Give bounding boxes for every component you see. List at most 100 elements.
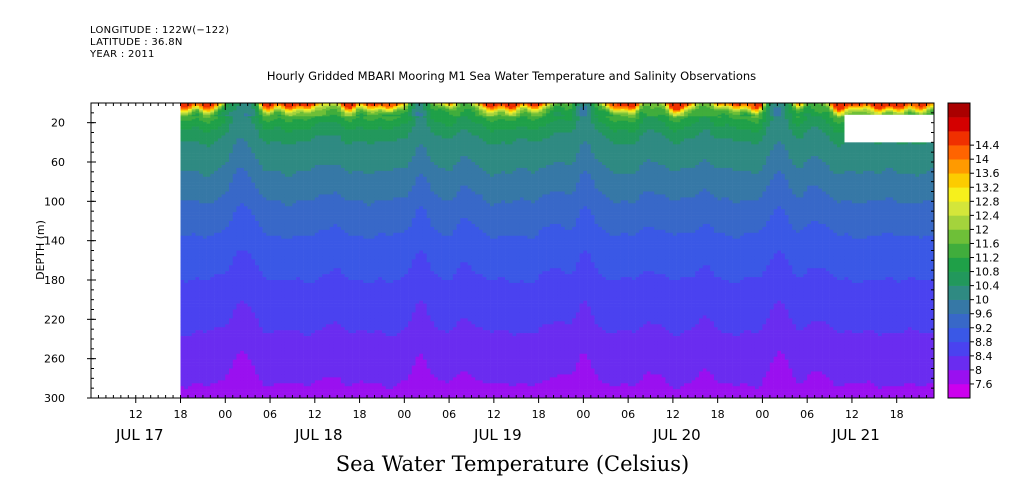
contour-cell: [307, 232, 312, 237]
contour-cell: [229, 274, 234, 278]
contour-cell: [232, 324, 237, 328]
contour-cell: [243, 182, 248, 186]
contour-cell: [191, 350, 196, 355]
contour-cell: [314, 306, 319, 310]
contour-cell: [258, 300, 263, 304]
contour-cell: [262, 150, 267, 154]
contour-cell: [333, 300, 338, 304]
contour-cell: [206, 362, 211, 366]
contour-cell: [348, 153, 353, 157]
contour-cell: [273, 259, 278, 263]
contour-cell: [184, 110, 189, 113]
contour-cell: [337, 244, 342, 248]
contour-cell: [281, 368, 286, 372]
contour-cell: [236, 359, 241, 363]
contour-cell: [187, 164, 193, 169]
contour-cell: [303, 150, 308, 154]
contour-cell: [266, 318, 271, 322]
contour-cell: [180, 341, 185, 346]
contour-cell: [348, 392, 353, 396]
contour-cell: [281, 250, 286, 254]
contour-cell: [214, 209, 219, 213]
contour-cell: [225, 389, 230, 393]
contour-cell: [329, 167, 334, 172]
contour-cell: [232, 135, 237, 139]
contour-cell: [202, 247, 207, 251]
contour-cell: [187, 330, 193, 334]
contour-cell: [206, 119, 211, 121]
contour-cell: [180, 291, 185, 296]
contour-cell: [225, 138, 230, 142]
contour-cell: [273, 141, 278, 145]
contour-cell: [229, 104, 234, 107]
contour-cell: [210, 103, 215, 105]
contour-cell: [191, 176, 196, 180]
contour-cell: [318, 232, 323, 237]
contour-cell: [270, 241, 275, 245]
contour-cell: [329, 300, 334, 304]
contour-cell: [255, 306, 260, 310]
contour-cell: [277, 107, 282, 110]
contour-cell: [247, 197, 252, 201]
contour-cell: [195, 321, 200, 325]
contour-cell: [270, 377, 275, 381]
contour-cell: [277, 259, 282, 263]
contour-cell: [284, 259, 289, 263]
contour-cell: [180, 294, 185, 298]
contour-cell: [229, 176, 234, 180]
contour-cell: [210, 395, 215, 398]
contour-cell: [199, 312, 204, 316]
contour-cell: [318, 179, 323, 183]
contour-cell: [303, 117, 308, 120]
contour-cell: [326, 119, 331, 121]
contour-cell: [214, 356, 219, 360]
contour-cell: [348, 377, 353, 381]
contour-cell: [266, 368, 271, 372]
contour-cell: [202, 321, 207, 325]
contour-cell: [206, 262, 211, 266]
contour-cell: [340, 303, 345, 307]
contour-cell: [232, 265, 237, 269]
contour-cell: [229, 232, 234, 237]
contour-cell: [217, 386, 222, 390]
contour-cell: [243, 107, 248, 110]
contour-cell: [247, 203, 252, 207]
contour-cell: [352, 241, 357, 245]
contour-cell: [199, 226, 204, 231]
contour-cell: [236, 300, 241, 304]
contour-cell: [199, 285, 204, 290]
contour-cell: [273, 344, 278, 349]
contour-cell: [251, 291, 256, 296]
contour-cell: [221, 341, 226, 346]
contour-cell: [277, 194, 282, 198]
contour-cell: [284, 116, 289, 119]
contour-cell: [262, 318, 267, 322]
contour-cell: [326, 114, 331, 117]
contour-cell: [288, 262, 293, 266]
contour-cell: [210, 282, 215, 287]
contour-cell: [180, 371, 185, 375]
contour-cell: [217, 253, 222, 257]
contour-cell: [180, 188, 185, 192]
contour-cell: [352, 153, 357, 157]
contour-cell: [180, 135, 185, 139]
contour-cell: [311, 333, 316, 337]
contour-cell: [206, 144, 211, 148]
contour-cell: [270, 315, 275, 319]
contour-cell: [199, 374, 204, 378]
contour-cell: [262, 103, 267, 105]
contour-cell: [232, 268, 237, 272]
contour-cell: [266, 223, 271, 228]
contour-cell: [221, 170, 226, 175]
contour-cell: [236, 389, 241, 393]
contour-cell: [284, 123, 289, 127]
contour-cell: [284, 164, 289, 169]
contour-cell: [199, 262, 204, 266]
contour-cell: [314, 126, 319, 130]
contour-cell: [296, 280, 301, 284]
contour-cell: [273, 116, 278, 119]
contour-cell: [258, 309, 263, 313]
contour-cell: [307, 277, 312, 281]
contour-cell: [214, 107, 219, 110]
contour-cell: [344, 116, 349, 119]
